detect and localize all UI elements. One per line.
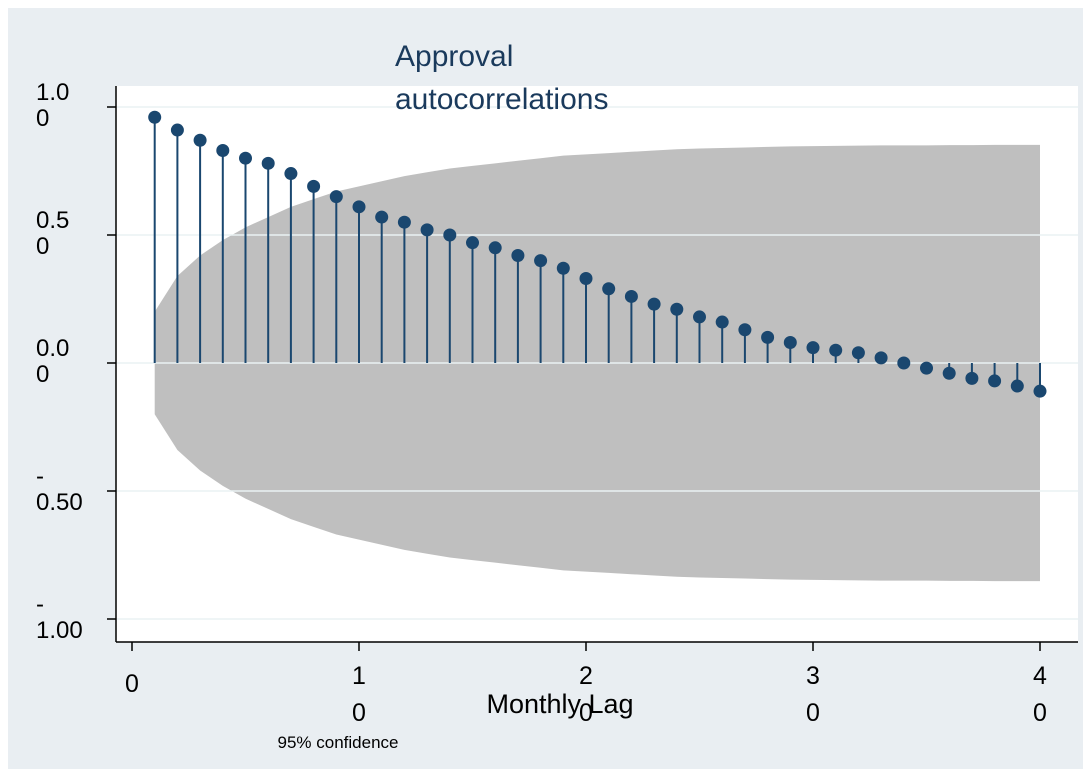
acf-point-20 — [579, 272, 593, 286]
y-tick-label-0: 1.0 0 — [36, 79, 69, 132]
acf-point-9 — [329, 190, 343, 204]
acf-point-27 — [738, 323, 752, 337]
acf-point-26 — [715, 315, 729, 329]
acf-point-32 — [851, 346, 865, 360]
acf-point-35 — [920, 361, 933, 375]
y-tick-label-4: -1.00 — [36, 591, 83, 644]
x-axis-label: Monthly Lag — [486, 689, 633, 719]
acf-point-40 — [1033, 384, 1047, 398]
acf-point-1 — [148, 110, 162, 124]
acf-point-10 — [352, 200, 366, 214]
acf-point-3 — [193, 133, 207, 147]
acf-point-33 — [874, 351, 888, 365]
acf-point-5 — [239, 151, 252, 165]
acf-point-29 — [783, 336, 797, 350]
acf-point-7 — [284, 167, 298, 181]
acf-point-28 — [761, 330, 775, 344]
acf-point-37 — [965, 371, 979, 385]
acf-chart: 1.0 0 0.5 0 0.0 0 -0.50 -1.00 0 1 0 2 0 3 0 4 0 Approval… — [36, 40, 1078, 752]
x-tick-label-0: 0 — [125, 670, 139, 698]
acf-point-25 — [693, 310, 706, 324]
acf-point-39 — [1010, 379, 1024, 393]
acf-point-6 — [261, 156, 275, 170]
acf-point-24 — [670, 302, 684, 316]
acf-point-4 — [216, 144, 230, 158]
chart-figure: 1.0 0 0.5 0 0.0 0 -0.50 -1.00 0 1 0 2 0 3 0 4 0 Approval… — [8, 8, 1083, 769]
acf-point-30 — [806, 341, 820, 355]
acf-point-31 — [829, 343, 843, 357]
chart-title: Approval — [395, 40, 513, 73]
y-tick-label-1: 0.5 0 — [36, 207, 69, 260]
acf-point-38 — [988, 374, 1002, 388]
acf-point-14 — [443, 228, 457, 242]
acf-point-36 — [942, 366, 956, 380]
y-tick-label-3: -0.50 — [36, 463, 83, 516]
acf-point-23 — [647, 297, 661, 311]
acf-point-34 — [897, 356, 911, 370]
acf-point-2 — [170, 123, 184, 137]
acf-point-19 — [556, 261, 570, 275]
chart-title-line-2: autocorrelations — [395, 83, 608, 116]
y-tick-label-2: 0.0 0 — [36, 335, 69, 388]
acf-point-18 — [534, 254, 548, 268]
acf-point-17 — [511, 248, 525, 262]
acf-point-8 — [307, 179, 321, 193]
acf-point-21 — [602, 282, 616, 296]
acf-point-11 — [375, 210, 389, 224]
acf-point-15 — [466, 236, 479, 250]
acf-point-22 — [624, 289, 638, 303]
confidence-note: 95% confidence — [278, 733, 399, 752]
acf-point-12 — [397, 215, 411, 229]
acf-point-13 — [420, 223, 434, 237]
acf-point-16 — [488, 241, 502, 255]
